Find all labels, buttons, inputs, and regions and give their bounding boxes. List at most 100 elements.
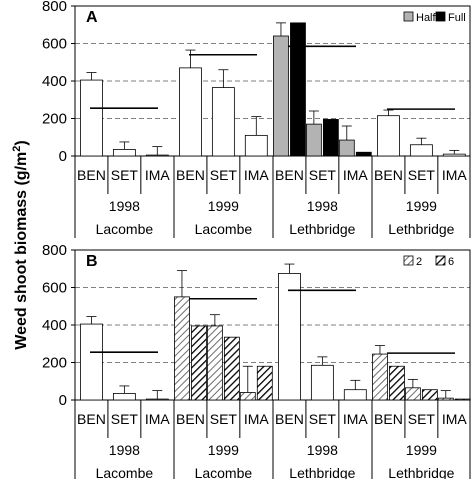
bar xyxy=(409,144,433,157)
category-label: IMA xyxy=(343,167,369,183)
year-label: 1998 xyxy=(307,442,338,458)
y-tick-label: 600 xyxy=(42,280,67,297)
panel-label: A xyxy=(86,9,98,26)
legend-label: 6 xyxy=(448,256,454,268)
panel-label: B xyxy=(86,253,98,270)
bar xyxy=(377,115,400,157)
year-label: 1999 xyxy=(208,198,239,214)
category-label: IMA xyxy=(145,411,171,427)
bar xyxy=(305,123,322,157)
category-label: BEN xyxy=(77,411,106,427)
bar xyxy=(80,323,103,401)
y-axis-title-close: ) xyxy=(13,140,30,145)
bar xyxy=(112,149,136,157)
site-label: Lethbridge xyxy=(289,465,355,479)
y-tick-label: 200 xyxy=(42,355,67,372)
panel-a: 0 200 400 600 800 A Half Full BEN SET IMA 1998 Lacom… xyxy=(42,0,471,238)
year-label: 1999 xyxy=(208,442,239,458)
legend-label: 2 xyxy=(416,256,422,268)
category-label: BEN xyxy=(275,167,304,183)
bar xyxy=(145,154,169,157)
legend-label: Full xyxy=(448,12,466,24)
category-label: IMA xyxy=(343,411,369,427)
site-label: Lacombe xyxy=(195,221,253,237)
bar xyxy=(244,134,268,157)
category-label: BEN xyxy=(176,167,205,183)
bar xyxy=(343,389,367,401)
bar xyxy=(454,398,471,401)
y-tick-label: 400 xyxy=(42,73,67,90)
category-label: SET xyxy=(111,167,139,183)
category-label: IMA xyxy=(442,167,468,183)
category-label: IMA xyxy=(244,167,270,183)
site-label: Lacombe xyxy=(96,465,154,479)
legend-swatch xyxy=(435,255,446,266)
year-label: 1999 xyxy=(406,442,437,458)
category-label: BEN xyxy=(374,411,403,427)
category-label: BEN xyxy=(176,411,205,427)
bar xyxy=(80,79,103,157)
site-label: Lethbridge xyxy=(388,465,454,479)
y-tick-label: 800 xyxy=(42,242,67,259)
y-axis-title-superscript: 2 xyxy=(11,146,23,152)
bar xyxy=(372,353,388,401)
legend-swatch xyxy=(435,11,446,22)
category-label: BEN xyxy=(77,167,106,183)
year-label: 1998 xyxy=(109,442,140,458)
bar xyxy=(112,393,136,401)
panel-b: 0 200 400 600 800 B 2 6 BEN SET IMA 1998 Lacombe BEN S… xyxy=(42,242,471,481)
site-label: Lethbridge xyxy=(289,221,355,237)
bar xyxy=(437,397,454,401)
category-label: SET xyxy=(309,411,337,427)
bar xyxy=(442,153,466,157)
legend-label: Half xyxy=(416,12,437,24)
category-label: SET xyxy=(309,167,337,183)
category-label: SET xyxy=(408,167,436,183)
site-label: Lacombe xyxy=(96,221,154,237)
y-tick-label: 400 xyxy=(42,317,67,334)
category-label: IMA xyxy=(244,411,270,427)
bar xyxy=(206,325,223,401)
y-axis-title: Weed shoot biomass (g/m2) xyxy=(11,140,30,349)
y-tick-label: 0 xyxy=(59,148,67,165)
chart-panels: 0 200 400 600 800 A Half Full BEN SET IMA 1998 Lacom… xyxy=(42,0,471,481)
y-tick-label: 200 xyxy=(42,111,67,128)
bar xyxy=(179,67,202,157)
bar xyxy=(174,296,190,401)
bar xyxy=(355,151,372,157)
bar xyxy=(338,139,355,157)
bar xyxy=(239,392,256,401)
legend-swatch xyxy=(403,11,414,22)
bar xyxy=(389,365,405,401)
bar xyxy=(211,87,235,157)
bar xyxy=(404,387,421,401)
category-label: SET xyxy=(210,411,238,427)
site-label: Lethbridge xyxy=(388,221,454,237)
year-label: 1998 xyxy=(109,198,140,214)
category-label: BEN xyxy=(374,167,403,183)
bar xyxy=(223,336,240,401)
y-tick-label: 600 xyxy=(42,36,67,53)
bar xyxy=(256,365,273,401)
y-axis-title-main: Weed shoot biomass (g/m xyxy=(13,152,30,350)
year-label: 1998 xyxy=(307,198,338,214)
bar xyxy=(191,325,207,401)
bar xyxy=(322,119,339,157)
y-tick-label: 800 xyxy=(42,0,67,15)
legend-swatch xyxy=(403,255,414,266)
category-label: SET xyxy=(111,411,139,427)
bar xyxy=(290,22,306,157)
category-label: SET xyxy=(408,411,436,427)
year-label: 1999 xyxy=(406,198,437,214)
category-label: IMA xyxy=(145,167,171,183)
category-label: IMA xyxy=(442,411,468,427)
y-tick-label: 0 xyxy=(59,392,67,409)
site-label: Lacombe xyxy=(195,465,253,479)
category-label: BEN xyxy=(275,411,304,427)
bar xyxy=(421,389,438,401)
bar xyxy=(278,273,301,401)
bar xyxy=(310,364,334,401)
bar xyxy=(145,398,169,401)
